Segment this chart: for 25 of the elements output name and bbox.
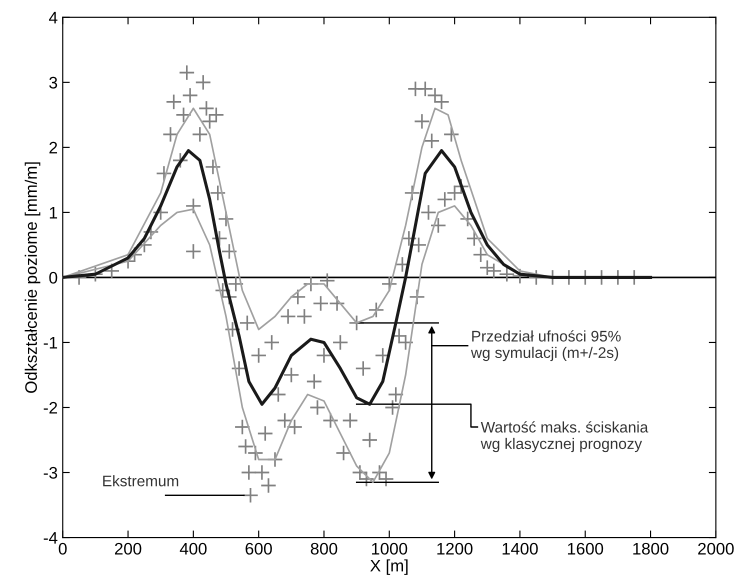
y-tick-label: 1 (50, 206, 58, 218)
x-tick-label: 2000 (698, 542, 734, 555)
x-tick-label: 1200 (437, 542, 472, 555)
x-tick-label: 1600 (568, 542, 604, 555)
annotation: Przedział ufności 95% wg symulacji (m+/-2s) (470, 330, 621, 362)
x-axis-title: X [m] (370, 559, 408, 575)
x-tick-label: 1400 (502, 542, 538, 555)
y-tick-label: -4 (44, 532, 58, 544)
y-tick-label: -2 (44, 402, 58, 414)
x-tick-label: 1000 (372, 542, 408, 555)
x-tick-label: 800 (310, 542, 338, 555)
annotation: Ekstremum (103, 475, 178, 486)
x-tick-label: 1800 (633, 542, 668, 555)
y-tick-label: -1 (44, 337, 58, 349)
y-tick-label: 4 (48, 12, 58, 24)
x-tick-label: 200 (114, 542, 142, 555)
annotation: Wartość maks. ściskania wg klasycznej prognozy (480, 421, 648, 452)
x-tick-label: 600 (246, 542, 272, 555)
x-tick-label: 400 (180, 542, 207, 555)
y-tick-label: 3 (49, 76, 58, 89)
y-axis-title: Odkształcenie poziome [mm/m] (24, 162, 40, 393)
x-tick-label: 0 (58, 542, 67, 555)
y-tick-label: 2 (49, 142, 58, 154)
y-tick-label: -3 (44, 466, 58, 479)
y-tick-label: 0 (49, 272, 58, 284)
